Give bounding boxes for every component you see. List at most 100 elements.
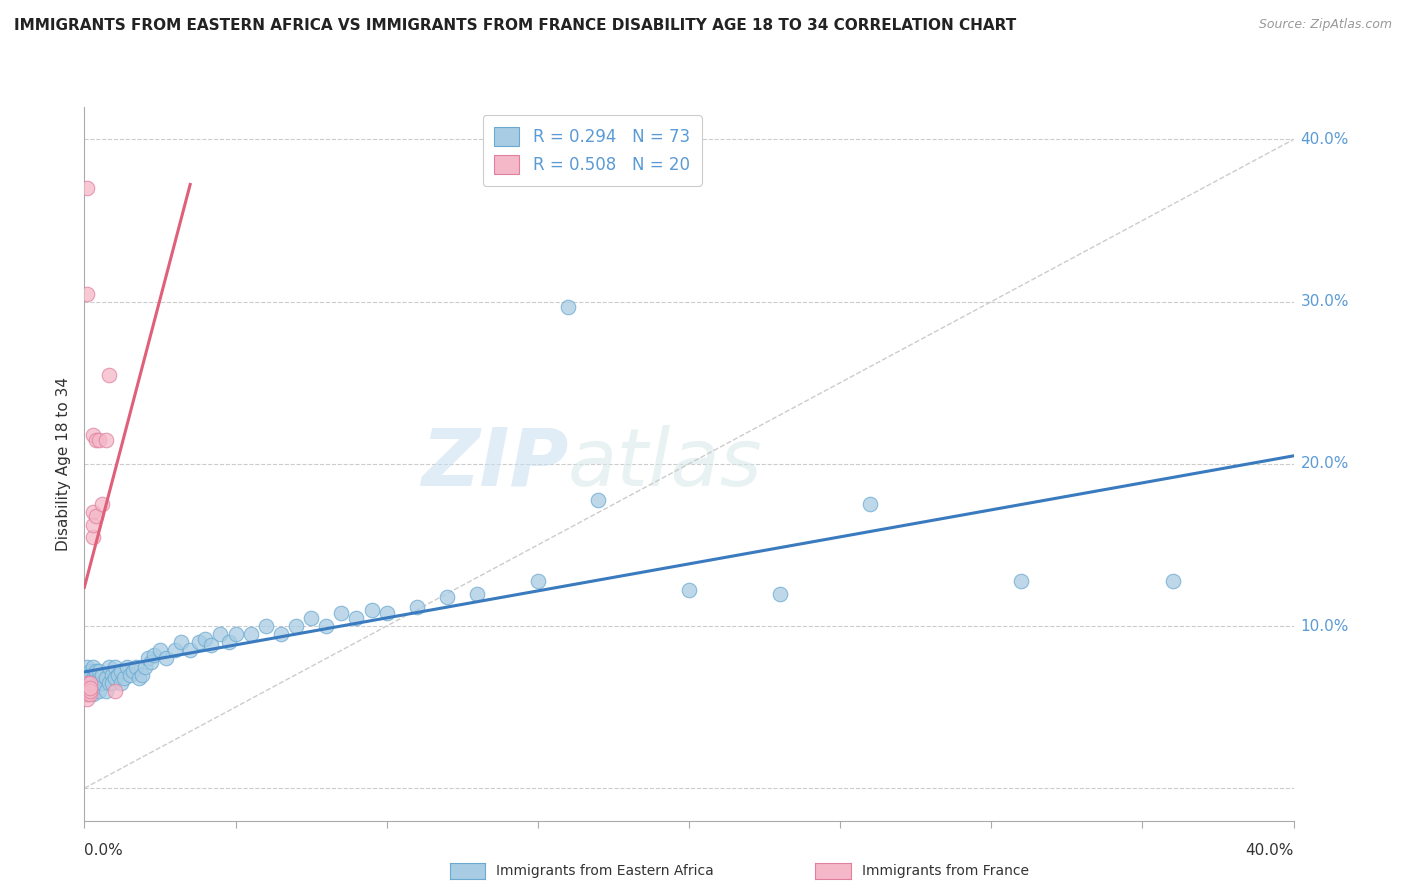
Point — [284, 619, 308, 633]
Point — [375, 606, 398, 620]
Point — [104, 671, 127, 685]
Point — [139, 655, 162, 669]
Point — [115, 659, 138, 673]
Point — [91, 667, 114, 681]
Point — [79, 681, 101, 695]
Point — [131, 667, 153, 681]
Point — [859, 497, 882, 511]
Point — [136, 651, 159, 665]
Point — [360, 603, 382, 617]
Point — [86, 675, 108, 690]
Point — [89, 684, 111, 698]
Point — [79, 665, 101, 679]
Point — [200, 639, 222, 653]
Point — [79, 671, 101, 685]
Point — [79, 687, 101, 701]
Point — [76, 667, 98, 681]
Point — [82, 530, 104, 544]
Point — [118, 667, 141, 681]
Point — [76, 286, 98, 301]
Point — [82, 681, 104, 695]
Point — [1010, 574, 1032, 588]
Point — [299, 611, 322, 625]
Point — [89, 433, 111, 447]
Point — [218, 635, 240, 649]
Point — [769, 586, 792, 600]
Point — [86, 433, 108, 447]
Text: 20.0%: 20.0% — [1301, 457, 1348, 471]
Text: Immigrants from Eastern Africa: Immigrants from Eastern Africa — [496, 863, 714, 878]
Point — [170, 635, 193, 649]
Point — [155, 651, 177, 665]
Point — [1161, 574, 1184, 588]
Point — [467, 586, 489, 600]
Point — [79, 675, 101, 690]
Point — [239, 627, 262, 641]
Point — [82, 506, 104, 520]
Point — [406, 599, 429, 614]
Point — [97, 675, 120, 690]
Legend: R = 0.294   N = 73, R = 0.508   N = 20: R = 0.294 N = 73, R = 0.508 N = 20 — [482, 115, 702, 186]
Y-axis label: Disability Age 18 to 34: Disability Age 18 to 34 — [56, 376, 72, 551]
Point — [346, 611, 368, 625]
Point — [76, 181, 98, 195]
Point — [188, 635, 211, 649]
Point — [76, 684, 98, 698]
Point — [76, 675, 98, 690]
Point — [86, 665, 108, 679]
Point — [91, 497, 114, 511]
Point — [149, 643, 172, 657]
Text: atlas: atlas — [568, 425, 763, 503]
Point — [76, 659, 98, 673]
Point — [104, 684, 127, 698]
Point — [526, 574, 548, 588]
Text: 0.0%: 0.0% — [84, 843, 124, 858]
Point — [254, 619, 277, 633]
Text: 40.0%: 40.0% — [1246, 843, 1294, 858]
Point — [163, 643, 186, 657]
Point — [97, 659, 120, 673]
Point — [97, 368, 120, 382]
Point — [76, 681, 98, 695]
Text: Immigrants from France: Immigrants from France — [862, 863, 1029, 878]
Point — [86, 508, 108, 523]
Point — [678, 583, 700, 598]
Point — [79, 684, 101, 698]
Point — [557, 300, 579, 314]
Point — [270, 627, 292, 641]
Point — [94, 671, 117, 685]
Point — [82, 518, 104, 533]
Point — [100, 675, 122, 690]
Point — [82, 659, 104, 673]
Point — [179, 643, 201, 657]
Point — [112, 671, 135, 685]
Point — [76, 692, 98, 706]
Point — [134, 659, 156, 673]
Point — [104, 659, 127, 673]
Point — [76, 675, 98, 690]
Point — [89, 671, 111, 685]
Text: ZIP: ZIP — [420, 425, 568, 503]
Point — [94, 684, 117, 698]
Point — [110, 675, 132, 690]
Point — [107, 667, 129, 681]
Point — [91, 675, 114, 690]
Text: 40.0%: 40.0% — [1301, 132, 1348, 147]
Point — [82, 671, 104, 685]
Point — [128, 671, 150, 685]
Point — [588, 492, 610, 507]
Point — [110, 665, 132, 679]
Point — [142, 648, 165, 663]
Text: Source: ZipAtlas.com: Source: ZipAtlas.com — [1258, 18, 1392, 31]
Point — [121, 665, 143, 679]
Point — [79, 667, 101, 681]
Point — [315, 619, 337, 633]
Point — [94, 433, 117, 447]
Point — [86, 667, 108, 681]
Point — [436, 590, 458, 604]
Point — [100, 667, 122, 681]
Text: 30.0%: 30.0% — [1301, 294, 1348, 310]
Point — [79, 675, 101, 690]
Point — [194, 632, 217, 646]
Point — [82, 427, 104, 442]
